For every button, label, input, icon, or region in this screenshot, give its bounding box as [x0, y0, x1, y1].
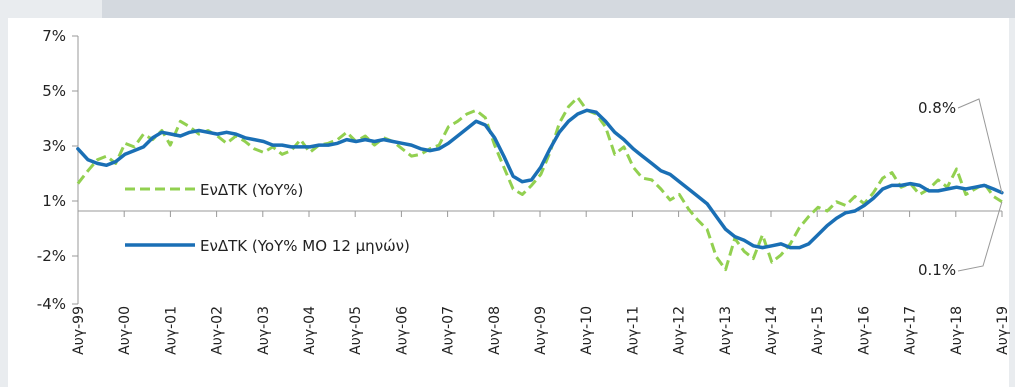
x-tick-label: Αυγ-00	[117, 306, 133, 355]
x-tick-label: Αυγ-13	[718, 306, 734, 355]
y-tick-label: -2%	[37, 247, 66, 265]
y-tick-label: 7%	[42, 27, 66, 45]
annotation-leader-line	[957, 201, 1003, 272]
x-tick-label: Αυγ-04	[302, 306, 318, 355]
y-tick-label: 5%	[42, 82, 66, 100]
left-margin-band	[0, 18, 8, 387]
y-tick-label: 3%	[42, 137, 66, 155]
top-band-left	[0, 0, 102, 18]
annotation-label: 0.8%	[918, 99, 956, 117]
x-tick-label: Αυγ-99	[71, 306, 87, 355]
x-tick-label: Αυγ-06	[394, 306, 410, 355]
x-tick-label: Αυγ-14	[764, 306, 780, 355]
x-tick-label: Αυγ-08	[487, 306, 503, 355]
x-tick-label: Αυγ-07	[441, 306, 457, 355]
series-line-yoy	[76, 96, 1003, 272]
x-tick-label: Αυγ-17	[903, 306, 919, 355]
y-tick-label: 1%	[42, 192, 66, 210]
y-tick-label: -4%	[37, 295, 66, 313]
annotation-leader-line	[957, 98, 1003, 193]
x-tick-label: Αυγ-19	[995, 306, 1011, 355]
x-tick-label: Αυγ-12	[672, 306, 688, 355]
x-tick-label: Αυγ-10	[579, 306, 595, 355]
x-tick-label: Αυγ-11	[625, 306, 641, 355]
legend-label: ΕνΔΤΚ (YoY%)	[200, 181, 303, 199]
x-tick-label: Αυγ-05	[348, 306, 364, 355]
series-line-moving-average	[76, 108, 1004, 250]
right-margin-band	[1009, 18, 1015, 387]
x-tick-label: Αυγ-16	[856, 306, 872, 355]
x-tick-label: Αυγ-03	[256, 306, 272, 355]
annotation-label: 0.1%	[918, 261, 956, 279]
x-tick-label: Αυγ-01	[163, 306, 179, 355]
legend-label: ΕνΔΤΚ (YoY% MO 12 μηνών)	[200, 237, 410, 255]
x-tick-label: Αυγ-02	[210, 306, 226, 355]
x-tick-label: Αυγ-18	[949, 306, 965, 355]
x-tick-label: Αυγ-09	[533, 306, 549, 355]
top-band	[0, 0, 1015, 18]
x-tick-label: Αυγ-15	[810, 306, 826, 355]
